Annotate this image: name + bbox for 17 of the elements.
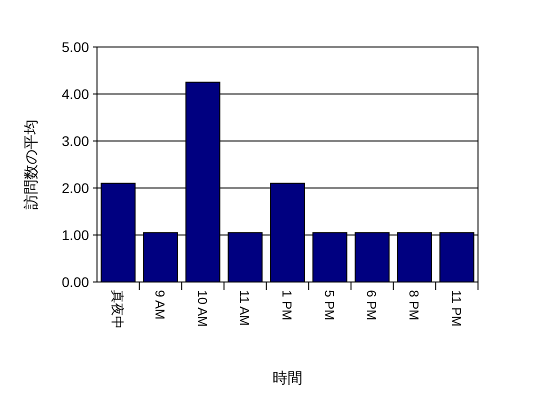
x-tick-label: 1 PM [280, 290, 294, 320]
y-tick-label: 3.00 [62, 133, 90, 149]
x-tick-label: 6 PM [364, 290, 380, 320]
y-tick-label: 5.00 [62, 39, 90, 55]
y-axis-title: 訪問数の平均 [23, 120, 40, 210]
x-tick-label: 8 PM [406, 290, 422, 320]
x-tick-label: 9 AM [152, 290, 168, 320]
x-tick-label: 5 PM [322, 290, 337, 320]
x-tick-label: 11 PM [448, 290, 464, 327]
x-tick-label: 10 AM [194, 290, 210, 327]
y-tick-label: 2.00 [62, 180, 90, 196]
x-tick-label: 11 AM [237, 290, 252, 326]
y-tick-label: 1.00 [62, 227, 90, 243]
y-tick-label: 4.00 [62, 86, 90, 102]
x-tick-label: 真夜中 [110, 290, 126, 329]
x-axis-title: 時間 [272, 370, 302, 387]
y-tick-label: 0.00 [62, 274, 90, 290]
